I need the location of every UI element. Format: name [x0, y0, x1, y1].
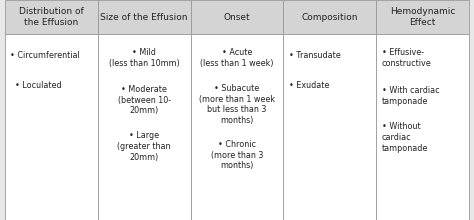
Text: • Without
cardiac
tamponade: • Without cardiac tamponade — [382, 122, 428, 153]
Text: Size of the Effusion: Size of the Effusion — [100, 13, 188, 22]
Text: • Transudate: • Transudate — [289, 51, 341, 59]
Text: • Mild
(less than 10mm): • Mild (less than 10mm) — [109, 48, 180, 68]
Bar — [376, 0, 469, 34]
Text: Distribution of
the Effusion: Distribution of the Effusion — [19, 7, 83, 27]
Text: • Acute
(less than 1 week): • Acute (less than 1 week) — [200, 48, 274, 68]
Text: • With cardiac
tamponade: • With cardiac tamponade — [382, 86, 439, 106]
Text: • Loculated: • Loculated — [10, 81, 62, 90]
Bar — [98, 34, 191, 220]
Bar — [283, 34, 376, 220]
Bar — [191, 0, 283, 34]
Text: • Chronic
(more than 3
months): • Chronic (more than 3 months) — [211, 140, 263, 170]
Bar — [376, 34, 469, 220]
Bar — [283, 0, 376, 34]
Text: • Large
(greater than
20mm): • Large (greater than 20mm) — [118, 131, 171, 161]
Bar — [98, 0, 191, 34]
Text: • Moderate
(between 10-
20mm): • Moderate (between 10- 20mm) — [118, 85, 171, 115]
Text: • Subacute
(more than 1 week
but less than 3
months): • Subacute (more than 1 week but less th… — [199, 84, 275, 125]
Text: Hemodynamic
Effect: Hemodynamic Effect — [390, 7, 456, 27]
Text: • Effusive-
constructive: • Effusive- constructive — [382, 48, 432, 68]
Text: Onset: Onset — [224, 13, 250, 22]
Bar — [191, 34, 283, 220]
Text: • Circumferential: • Circumferential — [10, 51, 80, 59]
Text: • Exudate: • Exudate — [289, 81, 329, 90]
Bar — [5, 34, 98, 220]
Bar — [5, 0, 98, 34]
Text: Composition: Composition — [301, 13, 358, 22]
